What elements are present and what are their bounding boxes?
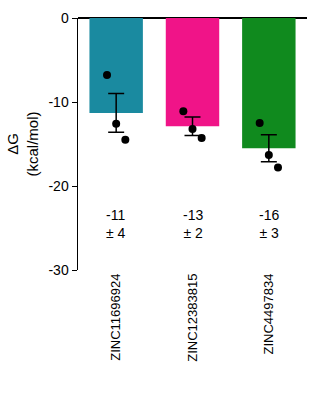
svg-text:-13± 2: -13± 2	[183, 207, 203, 241]
svg-text:-11± 4: -11± 4	[106, 207, 126, 241]
svg-text:-30: -30	[48, 262, 68, 278]
svg-text:ZINC12383815: ZINC12383815	[185, 274, 200, 362]
svg-text:ZINC11696924: ZINC11696924	[108, 274, 123, 361]
svg-text:-10: -10	[48, 94, 68, 110]
svg-text:ΔG(kcal/mol): ΔG(kcal/mol)	[4, 111, 41, 176]
svg-text:ZINC4497834: ZINC4497834	[261, 274, 276, 355]
svg-text:-20: -20	[48, 178, 68, 194]
svg-text:0: 0	[61, 10, 69, 26]
svg-text:-16± 3: -16± 3	[259, 207, 279, 241]
